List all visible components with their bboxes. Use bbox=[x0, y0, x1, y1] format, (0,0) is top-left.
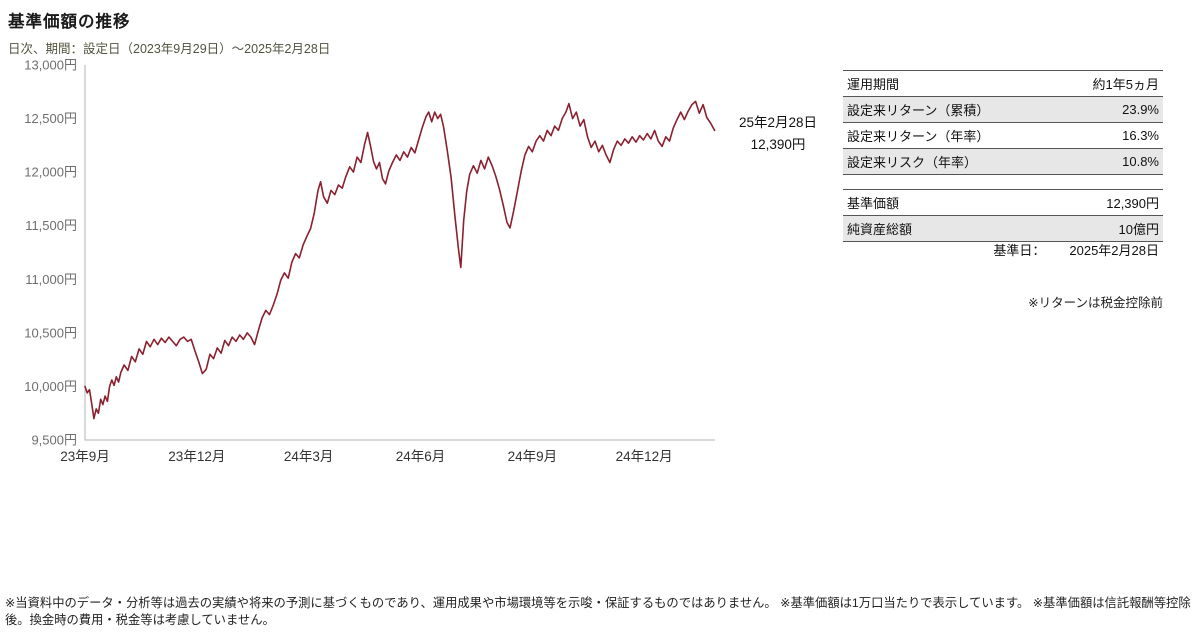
x-tick-label: 24年3月 bbox=[284, 449, 334, 464]
y-tick-label: 9,500円 bbox=[31, 433, 77, 448]
x-tick-label: 24年12月 bbox=[616, 449, 673, 464]
as-of-date-row: 基準日： 2025年2月28日 bbox=[843, 240, 1163, 259]
x-tick-label: 23年12月 bbox=[168, 449, 225, 464]
table-row: 設定来リスク（年率） 10.8% bbox=[843, 148, 1163, 175]
as-of-label: 基準日： bbox=[993, 243, 1046, 258]
row-label: 基準価額 bbox=[843, 189, 1003, 216]
disclaimer-text: ※当資料中のデータ・分析等は過去の実績や将来の予測に基づくものであり、運用成果や… bbox=[5, 596, 1191, 628]
row-label: 設定来リスク（年率） bbox=[843, 148, 1003, 175]
table-row: 設定来リターン（年率） 16.3% bbox=[843, 122, 1163, 149]
row-value: 23.9% bbox=[1003, 96, 1163, 123]
last-point-date: 25年2月28日 bbox=[738, 115, 818, 130]
nav-line-chart: 9,500円 10,000円 10,500円 11,000円 11,500円 12,000… bbox=[24, 58, 716, 464]
table-row: 純資産総額 10億円 bbox=[843, 215, 1163, 242]
table-row: 基準価額 12,390円 bbox=[843, 189, 1163, 216]
row-value: 約1年5ヵ月 bbox=[1003, 70, 1163, 97]
chart-axes bbox=[84, 65, 715, 441]
as-of-value: 2025年2月28日 bbox=[1069, 243, 1159, 258]
last-point-value: 12,390円 bbox=[750, 137, 806, 152]
y-tick-label: 10,000円 bbox=[24, 379, 77, 394]
nav-table: 基準価額 12,390円 純資産総額 10億円 bbox=[843, 189, 1163, 242]
row-label: 設定来リターン（年率） bbox=[843, 122, 1003, 149]
y-tick-label: 10,500円 bbox=[24, 325, 77, 340]
y-tick-label: 11,500円 bbox=[25, 218, 77, 233]
table-row: 設定来リターン（累積） 23.9% bbox=[843, 96, 1163, 123]
y-tick-label: 12,000円 bbox=[24, 165, 77, 180]
row-value: 10.8% bbox=[1003, 148, 1163, 175]
row-label: 運用期間 bbox=[843, 70, 1003, 97]
row-value: 16.3% bbox=[1003, 122, 1163, 149]
y-tick-label: 13,000円 bbox=[24, 58, 77, 73]
tax-note: ※リターンは税金控除前 bbox=[1028, 296, 1163, 310]
row-value: 10億円 bbox=[1003, 215, 1163, 242]
page-title: 基準価額の推移 bbox=[8, 13, 131, 31]
x-tick-label: 23年9月 bbox=[60, 449, 110, 464]
table-row: 運用期間 約1年5ヵ月 bbox=[843, 70, 1163, 97]
y-tick-label: 12,500円 bbox=[24, 111, 77, 126]
chart-subtitle: 日次、期間：設定日（2023年9月29日）～2025年2月28日 bbox=[8, 42, 331, 56]
row-label: 純資産総額 bbox=[843, 215, 1003, 242]
nav-line bbox=[84, 100, 716, 420]
x-tick-label: 24年6月 bbox=[396, 449, 446, 464]
y-tick-label: 11,000円 bbox=[25, 272, 77, 287]
last-point-annotation: 25年2月28日 12,390円 bbox=[722, 112, 834, 156]
performance-table: 運用期間 約1年5ヵ月 設定来リターン（累積） 23.9% 設定来リターン（年率… bbox=[843, 70, 1163, 175]
row-label: 設定来リターン（累積） bbox=[843, 96, 1003, 123]
row-value: 12,390円 bbox=[1003, 189, 1163, 216]
x-tick-label: 24年9月 bbox=[508, 449, 558, 464]
